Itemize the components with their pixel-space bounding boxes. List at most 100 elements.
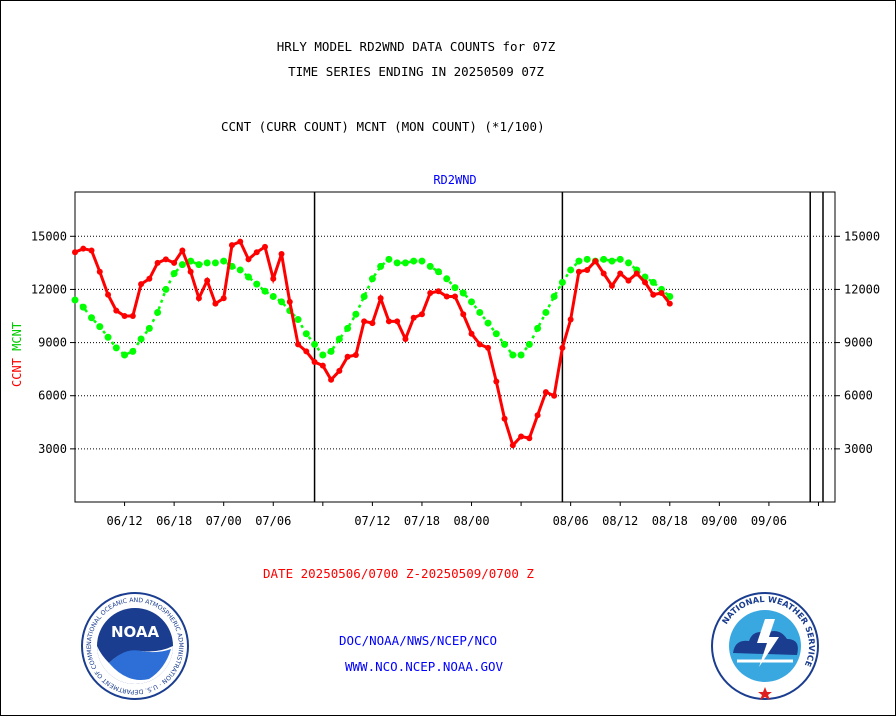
data-point-mcnt — [600, 255, 608, 263]
data-point-mcnt — [525, 340, 533, 348]
data-point-mcnt — [112, 344, 120, 352]
data-point-mcnt — [187, 257, 195, 265]
data-point-ccnt — [245, 256, 252, 263]
data-point-mcnt — [261, 287, 269, 295]
x-tick-label: 07/12 — [354, 514, 390, 528]
x-tick-label: 08/12 — [602, 514, 638, 528]
data-point-ccnt — [113, 307, 120, 314]
data-point-mcnt — [236, 266, 244, 274]
data-point-ccnt — [105, 291, 112, 298]
data-point-ccnt — [369, 320, 376, 327]
data-point-mcnt — [211, 259, 219, 267]
data-point-mcnt — [385, 255, 393, 263]
data-point-ccnt — [319, 362, 326, 369]
data-point-mcnt — [476, 308, 484, 316]
data-point-ccnt — [129, 313, 136, 319]
data-point-mcnt — [534, 324, 542, 332]
data-point-ccnt — [171, 259, 178, 266]
data-point-ccnt — [146, 275, 153, 282]
x-tick-label: 07/18 — [404, 514, 440, 528]
data-point-mcnt — [311, 340, 319, 348]
data-point-ccnt — [80, 245, 87, 252]
data-point-ccnt — [468, 330, 475, 337]
chart-title-line1: HRLY MODEL RD2WND DATA COUNTS for 07Z — [276, 39, 556, 54]
y-tick-label-left: 3000 — [38, 442, 67, 456]
data-point-ccnt — [592, 258, 599, 265]
data-point-mcnt — [550, 293, 558, 301]
data-point-ccnt — [642, 279, 648, 286]
data-point-ccnt — [410, 314, 417, 321]
data-point-ccnt — [650, 291, 657, 298]
data-point-ccnt — [402, 336, 409, 343]
data-point-ccnt — [542, 389, 549, 396]
data-point-ccnt — [96, 268, 103, 275]
data-point-ccnt — [559, 344, 566, 351]
data-point-mcnt — [434, 268, 442, 276]
data-point-mcnt — [517, 351, 525, 359]
data-point-ccnt — [328, 376, 335, 383]
data-point-ccnt — [567, 316, 574, 323]
x-tick-label: 08/06 — [553, 514, 589, 528]
credit-line-2: WWW.NCO.NCEP.NOAA.GOV — [345, 659, 504, 674]
noaa-logo: NOAA NATIONAL OCEANIC AND ATMOSPHERIC AD… — [79, 591, 189, 700]
data-point-mcnt — [104, 333, 112, 341]
x-tick-label: 07/00 — [206, 514, 242, 528]
data-point-mcnt — [575, 257, 583, 265]
y-tick-label-right: 6000 — [844, 389, 873, 403]
data-point-mcnt — [335, 335, 343, 343]
data-point-ccnt — [336, 367, 343, 374]
data-point-mcnt — [418, 257, 426, 265]
data-point-mcnt — [501, 340, 509, 348]
chart-title: RD2WND — [433, 173, 476, 187]
credit-line-1: DOC/NOAA/NWS/NCEP/NCO — [339, 633, 498, 648]
data-point-ccnt — [625, 277, 632, 284]
data-point-ccnt — [633, 270, 640, 277]
chart-subtitle: CCNT (CURR COUNT) MCNT (MON COUNT) (*1/1… — [221, 119, 545, 134]
noaa-wordmark: NOAA — [111, 623, 160, 641]
data-point-mcnt — [410, 257, 418, 265]
data-point-mcnt — [269, 293, 277, 301]
data-point-mcnt — [294, 316, 302, 324]
data-point-ccnt — [501, 415, 508, 422]
data-point-mcnt — [459, 289, 467, 297]
data-point-ccnt — [295, 341, 302, 348]
data-point-mcnt — [401, 259, 409, 267]
data-point-mcnt — [666, 293, 674, 301]
data-point-ccnt — [212, 300, 219, 307]
y-tick-label-right: 3000 — [844, 442, 873, 456]
data-point-mcnt — [352, 310, 360, 318]
data-point-mcnt — [88, 314, 96, 322]
y-tick-label-right: 15000 — [844, 229, 880, 243]
data-point-mcnt — [558, 278, 566, 286]
data-point-mcnt — [451, 284, 459, 292]
data-point-mcnt — [360, 293, 368, 301]
data-point-ccnt — [493, 378, 500, 385]
data-point-ccnt — [584, 266, 591, 273]
data-point-ccnt — [658, 289, 665, 296]
data-point-mcnt — [583, 255, 591, 263]
data-point-ccnt — [311, 359, 318, 366]
data-point-mcnt — [649, 278, 657, 286]
data-point-ccnt — [228, 242, 235, 249]
data-point-ccnt — [121, 313, 128, 319]
data-point-mcnt — [79, 303, 87, 311]
data-point-ccnt — [154, 259, 161, 266]
data-point-ccnt — [385, 318, 392, 325]
plot-area — [74, 191, 836, 503]
data-point-ccnt — [352, 351, 359, 358]
x-tick-label: 09/00 — [701, 514, 737, 528]
data-point-mcnt — [178, 261, 186, 269]
data-point-ccnt — [575, 268, 582, 275]
data-point-ccnt — [485, 344, 492, 351]
data-point-mcnt — [71, 296, 79, 304]
data-point-ccnt — [88, 247, 95, 254]
data-point-ccnt — [278, 251, 285, 257]
y-axis-label: CCNT MCNT — [10, 322, 24, 387]
x-tick-label: 08/00 — [453, 514, 489, 528]
data-point-ccnt — [270, 275, 277, 282]
data-point-ccnt — [187, 268, 194, 275]
data-point-mcnt — [302, 330, 310, 338]
data-point-ccnt — [195, 295, 202, 302]
data-point-ccnt — [220, 295, 227, 302]
data-point-ccnt — [443, 293, 450, 300]
